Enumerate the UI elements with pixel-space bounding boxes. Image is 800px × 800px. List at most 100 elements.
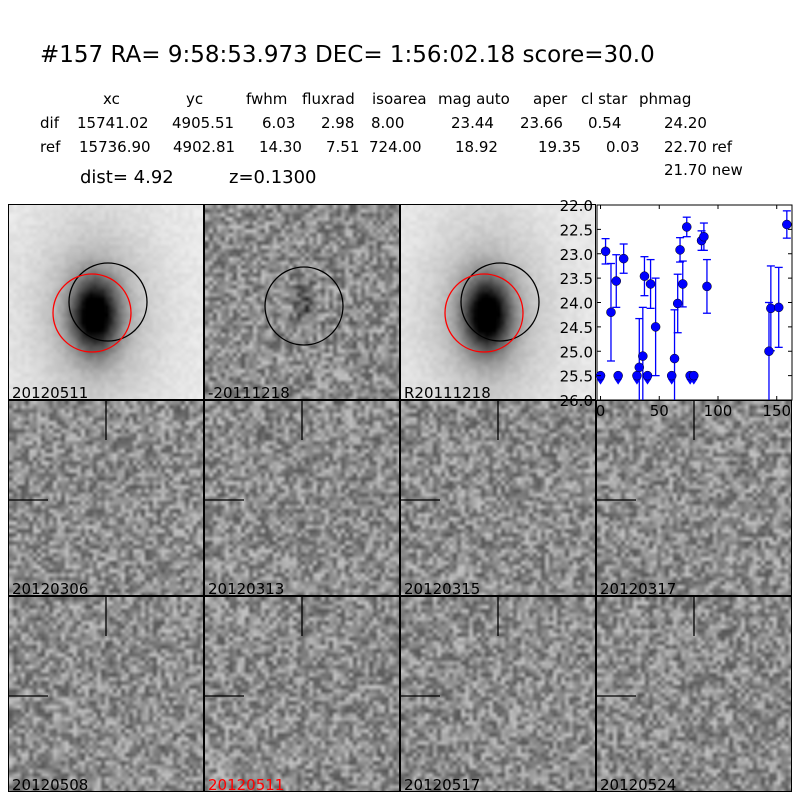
image-stamp[interactable]: R20111218	[400, 204, 596, 400]
stamp-date-label: 20120315	[404, 580, 481, 596]
aperture-circle-red	[52, 273, 132, 353]
table-cell: 724.00	[369, 138, 422, 156]
upper-limit-point	[613, 370, 623, 381]
upper-limit-marker	[643, 378, 652, 385]
table-cell: 6.03	[262, 114, 296, 132]
column-header: isoarea	[372, 90, 427, 108]
table-cell: 4902.81	[173, 138, 236, 156]
y-tick-label: 25.0	[560, 343, 593, 361]
image-stamp[interactable]: 20120315	[400, 400, 596, 596]
upper-limit-point	[632, 370, 642, 381]
data-point	[611, 276, 622, 286]
aperture-circle-black	[264, 266, 344, 346]
table-cell: 23.66	[520, 114, 563, 132]
image-stamp[interactable]: 20120517	[400, 596, 596, 792]
upper-limit-point	[689, 370, 699, 381]
data-point	[634, 362, 645, 373]
row-label: dif	[40, 114, 59, 132]
data-point	[645, 279, 656, 289]
upper-limit-point	[666, 370, 677, 381]
aperture-circle-black	[68, 262, 148, 342]
data-point	[672, 298, 683, 309]
column-header: fluxrad	[302, 90, 355, 108]
redshift-value: z=0.1300	[229, 167, 317, 188]
table-cell: 15741.02	[77, 114, 149, 132]
stamp-date-label: 20120306	[12, 580, 89, 596]
upper-limit-marker	[614, 378, 623, 385]
column-header: aper	[533, 90, 568, 108]
table-cell: 19.35	[538, 138, 581, 156]
column-header: phmag	[639, 90, 692, 108]
upper-limit-marker	[667, 378, 676, 385]
y-tick-label: 26.0	[560, 392, 593, 410]
data-point	[618, 253, 629, 264]
data-point	[699, 231, 709, 242]
x-tick-label: 100	[704, 402, 733, 418]
table-cell: 0.03	[606, 138, 640, 156]
stamp-image	[401, 205, 595, 399]
table-cell: 24.20	[664, 114, 707, 132]
image-stamp[interactable]: 20120511	[204, 596, 400, 792]
column-header: yc	[186, 90, 204, 108]
table-cell: 15736.90	[79, 138, 151, 156]
image-stamp[interactable]: 20120511	[8, 204, 204, 400]
data-point	[606, 307, 616, 317]
data-point	[678, 279, 688, 289]
image-stamp[interactable]: 20120524	[596, 596, 792, 792]
stamp-date-label: 20120317	[600, 580, 677, 596]
column-header: fwhm	[246, 90, 288, 108]
table-cell: 0.54	[588, 114, 622, 132]
y-tick-label: 25.5	[560, 368, 593, 386]
stamp-date-label: -20111218	[208, 384, 290, 400]
data-point	[638, 351, 648, 361]
stamp-date-label: 20120511	[12, 384, 89, 400]
data-point	[766, 303, 776, 314]
table-cell: 14.30	[259, 138, 302, 156]
stamp-date-label: 20120517	[404, 776, 481, 792]
y-tick-label: 23.5	[560, 270, 593, 288]
x-tick-label: 50	[650, 402, 669, 418]
stamp-image	[9, 205, 203, 399]
dist-value: dist= 4.92	[80, 167, 174, 188]
x-tick-label: 0	[596, 402, 606, 418]
y-tick-label: 22.0	[560, 197, 593, 215]
data-point	[702, 281, 712, 292]
y-tick-label: 24.5	[560, 319, 593, 337]
stamp-date-label: R20111218	[404, 384, 491, 400]
stamp-date-label: 20120508	[12, 776, 89, 792]
column-header: mag auto	[438, 90, 510, 108]
image-stamp[interactable]: 20120313	[204, 400, 400, 596]
table-cell: 22.70 ref	[664, 138, 733, 156]
table-cell: 8.00	[371, 114, 405, 132]
image-stamp[interactable]: -20111218	[204, 204, 400, 400]
upper-limit-marker	[689, 378, 698, 385]
image-stamp[interactable]: 20120508	[8, 596, 204, 792]
table-cell: 4905.51	[172, 114, 235, 132]
image-stamp[interactable]: 20120317	[596, 400, 792, 596]
stamp-date-label: 20120511	[208, 776, 285, 792]
column-header: xc	[103, 90, 120, 108]
row-label: ref	[40, 138, 61, 156]
table-cell: 7.51	[326, 138, 360, 156]
stamp-date-label: 20120313	[208, 580, 285, 596]
data-point	[639, 271, 650, 281]
aperture-circle-black	[460, 262, 540, 342]
y-tick-label: 23.0	[560, 246, 593, 264]
light-curve-chart: 0 50 100 150 22.0 22.5 23.0 23.5 24.0 24.5 25.0 25.…	[560, 197, 793, 418]
y-tick-label: 24.0	[560, 295, 593, 313]
x-tick-label: 150	[762, 402, 791, 418]
data-point	[773, 302, 784, 313]
stamp-date-label: 20120524	[600, 776, 677, 792]
stamp-image	[205, 205, 399, 399]
y-tick-label: 22.5	[560, 221, 593, 239]
column-header: cl star	[581, 90, 628, 108]
upper-limit-marker	[632, 378, 641, 385]
table-cell: 23.44	[451, 114, 494, 132]
candidate-title: #157 RA= 9:58:53.973 DEC= 1:56:02.18 sco…	[40, 42, 655, 68]
table-cell: 18.92	[455, 138, 498, 156]
upper-limit-marker	[596, 378, 605, 385]
image-stamp[interactable]: 20120306	[8, 400, 204, 596]
data-point	[782, 219, 792, 230]
data-point	[669, 353, 680, 364]
table-cell: 2.98	[321, 114, 355, 132]
